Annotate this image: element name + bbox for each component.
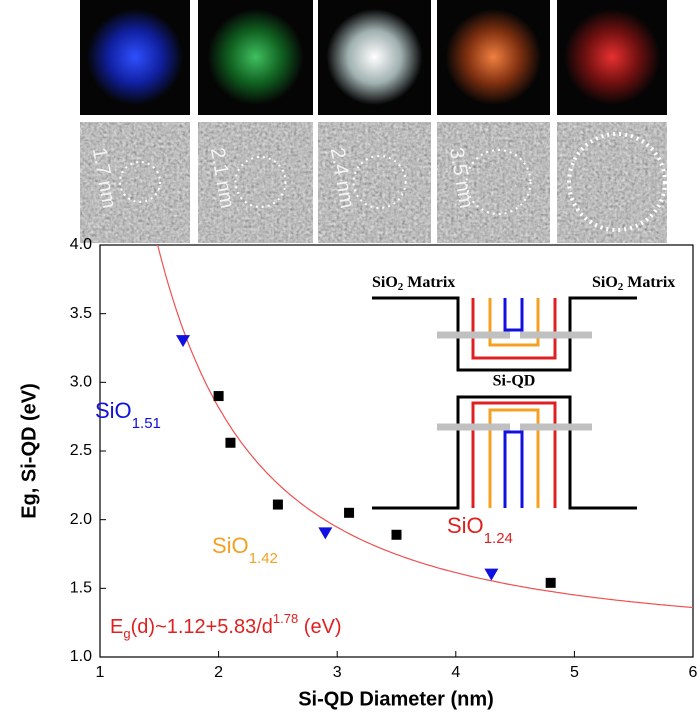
- annotation-text: SiO: [447, 513, 484, 538]
- y-tick-label: 1.5: [70, 580, 92, 597]
- tem-image: [557, 122, 667, 243]
- annotation: SiO1.24: [447, 513, 513, 547]
- y-tick-label: 3.0: [70, 374, 92, 391]
- x-tick-label: 2: [214, 664, 223, 681]
- annotation-subscript: 1.51: [132, 415, 161, 432]
- y-tick-label: 3.5: [70, 305, 92, 322]
- annotation-text: SiO: [212, 533, 249, 558]
- square-marker: [213, 391, 224, 402]
- annotation-subscript: 1.24: [484, 530, 513, 547]
- annotation: Eg(d)~1.12+5.83/d1.78 (eV): [110, 611, 342, 641]
- x-tick-label: 5: [570, 664, 579, 681]
- annotation-text: (eV): [298, 616, 341, 638]
- square-marker: [225, 437, 236, 448]
- y-tick-label: 1.0: [70, 648, 92, 665]
- inset-left-label: SiO2 Matrix: [372, 274, 455, 293]
- tem-dot-circle: [234, 156, 287, 208]
- square-marker: [272, 499, 283, 510]
- fit-curve: [157, 245, 693, 609]
- annotation-text: (d)~1.12+5.83/d: [131, 616, 273, 638]
- annotation: SiO1.42: [212, 533, 278, 567]
- inset-center-label: Si-QD: [493, 373, 536, 390]
- triangle-marker: [318, 527, 333, 540]
- tem-dot-circle: [567, 132, 667, 232]
- tem-dot-circle: [119, 161, 161, 203]
- inset-right-label: SiO2 Matrix: [592, 274, 675, 293]
- photo-glow: [564, 9, 660, 105]
- x-tick-label: 1: [96, 664, 105, 681]
- triangle-marker: [484, 568, 499, 581]
- tem-image: [198, 122, 313, 243]
- annotation: SiO1.51: [95, 398, 161, 432]
- x-axis-label: Si-QD Diameter (nm): [298, 688, 494, 710]
- tem-dot-circle: [352, 155, 407, 209]
- annotation-text: E: [110, 616, 123, 638]
- photo-glow: [445, 9, 542, 105]
- x-tick-label: 6: [689, 664, 698, 681]
- y-tick-label: 2.5: [70, 442, 92, 459]
- annotation-text: SiO: [95, 398, 132, 423]
- square-marker: [344, 507, 355, 518]
- annotation-subscript: g: [123, 626, 130, 641]
- plot-frame: [99, 244, 694, 658]
- tem-image: [318, 122, 431, 243]
- annotation-superscript: 1.78: [273, 611, 298, 626]
- tem-dot-circle: [465, 149, 532, 215]
- square-marker: [545, 577, 556, 588]
- tem-row: 1.7 nm 2.1 nm 2.4 nm 3.5 nm: [80, 122, 667, 243]
- photo-row: [80, 0, 667, 115]
- photo-glow: [87, 9, 183, 105]
- photo-glow: [326, 9, 423, 105]
- tem-image: [80, 122, 190, 243]
- y-tick-label: 2.0: [70, 511, 92, 528]
- annotation-subscript: 1.42: [249, 550, 278, 567]
- y-axis-label: Eg, Si-QD (eV): [18, 383, 40, 519]
- y-tick-label: 4.0: [70, 236, 92, 253]
- x-tick-label: 4: [451, 664, 460, 681]
- photo-glow: [207, 9, 304, 105]
- inset-diagram: [372, 296, 637, 510]
- x-tick-label: 3: [333, 664, 342, 681]
- triangle-marker: [176, 335, 191, 348]
- square-marker: [391, 529, 402, 540]
